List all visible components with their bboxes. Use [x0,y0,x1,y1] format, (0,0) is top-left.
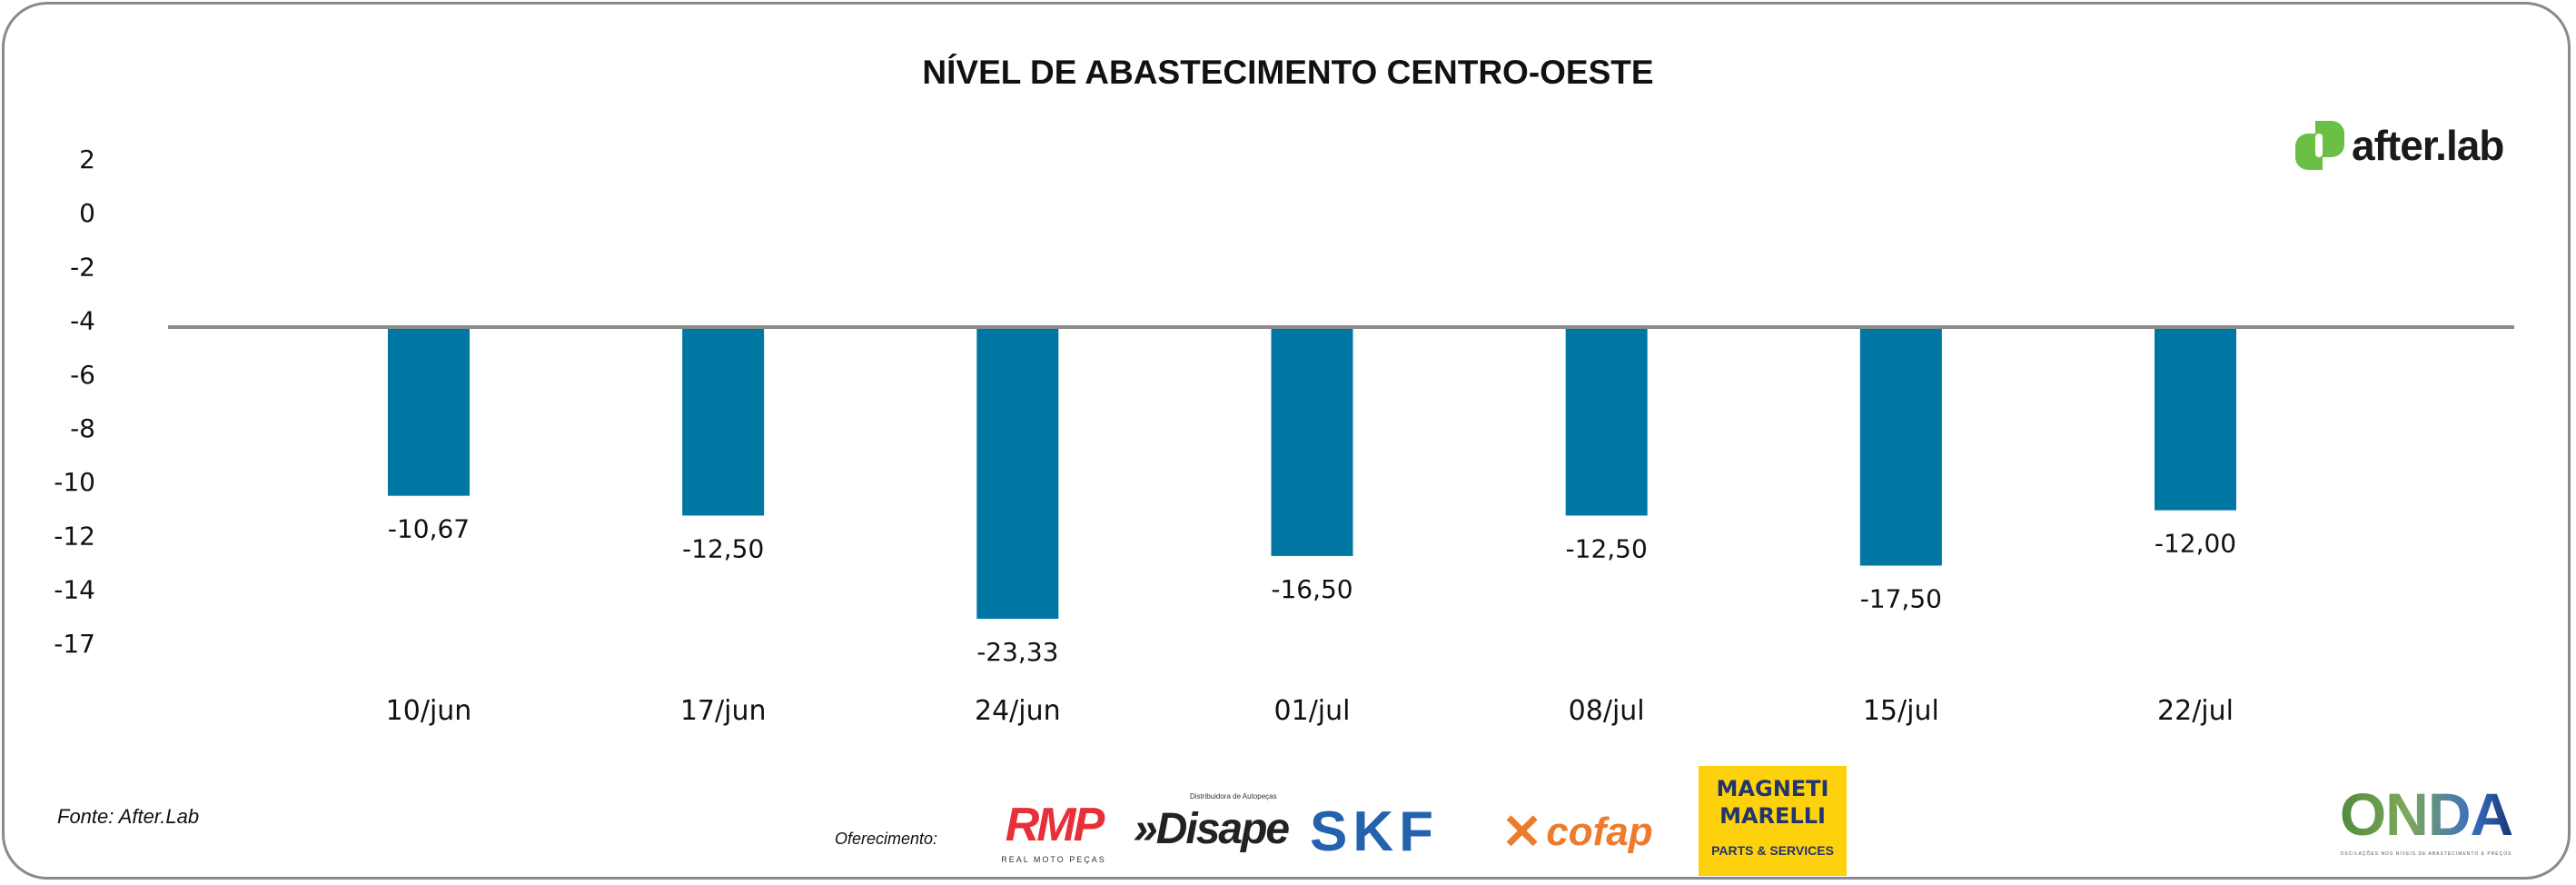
y-tick-label: -17 [54,629,95,659]
afterlab-text: after.lab [2352,122,2504,169]
x-tick-label: 01/jul [1274,695,1351,727]
y-tick-label: -14 [54,575,95,605]
y-tick-label: 2 [79,144,95,174]
data-label: -16,50 [1271,574,1352,604]
disape-subtext: Distribuidora de Autopeças [1190,792,1277,800]
x-tick-label: 22/jul [2157,695,2234,727]
y-tick-label: -2 [70,252,95,282]
cofap-mark-icon: ✕ [1501,805,1543,860]
marelli-text-1: MAGNETI [1716,776,1829,801]
data-label: -10,67 [388,514,470,544]
x-tick-label: 24/jun [975,695,1061,727]
onda-logo: ONDA OSCILAÇÕES NOS NÍVEIS DE ABASTECIME… [2335,780,2517,858]
bar-10/jun [388,327,470,496]
skf-logo: SKF [1310,800,1439,863]
rmp-text: RMP [1005,799,1105,851]
x-tick-label: 08/jul [1569,695,1645,727]
disape-text: »Disape [1134,805,1290,853]
bars [388,327,2236,620]
data-label: -23,33 [976,637,1058,667]
data-label: -12,50 [1566,533,1648,563]
y-tick-label: -12 [54,521,95,551]
y-tick-label: -10 [54,467,95,497]
x-tick-label: 17/jun [680,695,767,727]
afterlab-mark-icon [2295,121,2344,170]
bar-15/jul [1859,327,1942,566]
bar-22/jul [2155,327,2236,511]
rmp-subtext: REAL MOTO PEÇAS [1001,855,1106,864]
afterlab-logo: after.lab [2295,120,2504,171]
source-note: Fonte: After.Lab [57,805,200,828]
y-tick-label: 0 [79,198,95,228]
magneti-marelli-logo: MAGNETI MARELLI PARTS & SERVICES [1699,766,1847,876]
bar-17/jun [682,327,765,516]
chart-title: NÍVEL DE ABASTECIMENTO CENTRO-OESTE [922,54,1654,91]
x-tick-label: 15/jul [1863,695,1939,727]
x-tick-label: 10/jun [386,695,472,727]
bar-08/jul [1565,327,1648,516]
bar-24/jun [976,327,1059,620]
y-tick-label: -8 [70,413,95,443]
x-axis: 10/jun 17/jun 24/jun 01/jul 08/jul 15/jul 22/j… [386,695,2234,727]
data-labels: -10,67 -12,50 -23,33 -16,50 -12,50 -17,50 -12,… [388,514,2236,667]
data-label: -12,00 [2155,529,2236,559]
y-axis: 2 0 -2 -4 -6 -8 -10 -12 -14 -17 [54,144,95,659]
onda-text: ONDA [2335,780,2517,849]
onda-subtext: OSCILAÇÕES NOS NÍVEIS DE ABASTECIMENTO E… [2340,851,2512,857]
cofap-logo: ✕ cofap [1501,803,1653,861]
cofap-text: cofap [1546,810,1653,854]
sponsor-label: Oferecimento: [835,830,938,848]
marelli-subtext: PARTS & SERVICES [1711,843,1834,858]
y-tick-label: -4 [70,306,95,336]
disape-logo: Distribuidora de Autopeças »Disape [1134,792,1290,856]
bar-01/jul [1271,327,1353,556]
marelli-text-2: MARELLI [1719,803,1826,829]
data-label: -17,50 [1860,584,1942,614]
data-label: -12,50 [682,533,764,563]
rmp-logo: RMP REAL MOTO PEÇAS [994,798,1114,865]
y-tick-label: -6 [70,360,95,390]
